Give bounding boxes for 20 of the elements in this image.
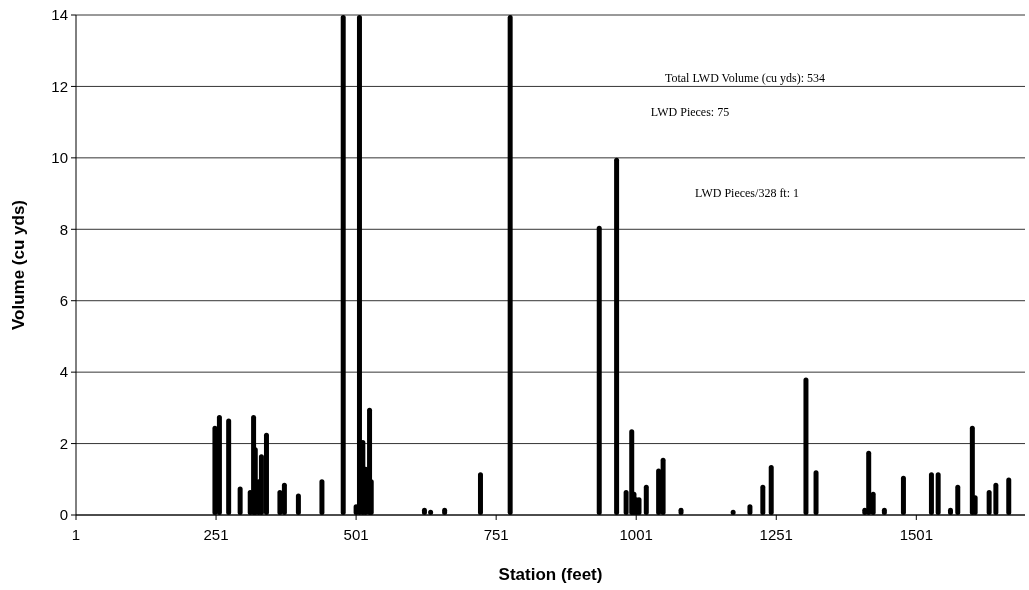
y-tick-label: 0	[59, 506, 68, 524]
x-tick-label: 1	[71, 526, 81, 543]
y-tick-label: 8	[59, 220, 68, 238]
x-tick-label: 751	[483, 526, 509, 543]
annotation: LWD Pieces/328 ft: 1	[694, 186, 800, 200]
annotation: LWD Pieces: 75	[650, 105, 730, 119]
y-tick-label: 6	[59, 291, 68, 309]
y-tick-label: 10	[51, 149, 68, 167]
x-tick-label: 1001	[619, 526, 653, 543]
x-tick-label: 1501	[899, 526, 934, 543]
y-tick-label: 12	[51, 77, 68, 95]
y-tick-label: 4	[59, 363, 68, 381]
x-tick-label: 251	[203, 526, 229, 543]
annotation: Total LWD Volume (cu yds): 534	[664, 71, 826, 85]
y-tick-label: 14	[51, 6, 68, 24]
x-axis-title: Station (feet)	[498, 565, 603, 584]
y-tick-label: 2	[59, 434, 68, 452]
x-tick-label: 501	[343, 526, 369, 543]
x-tick-label: 1251	[759, 526, 793, 543]
y-axis-title: Volume (cu yds)	[9, 199, 28, 331]
